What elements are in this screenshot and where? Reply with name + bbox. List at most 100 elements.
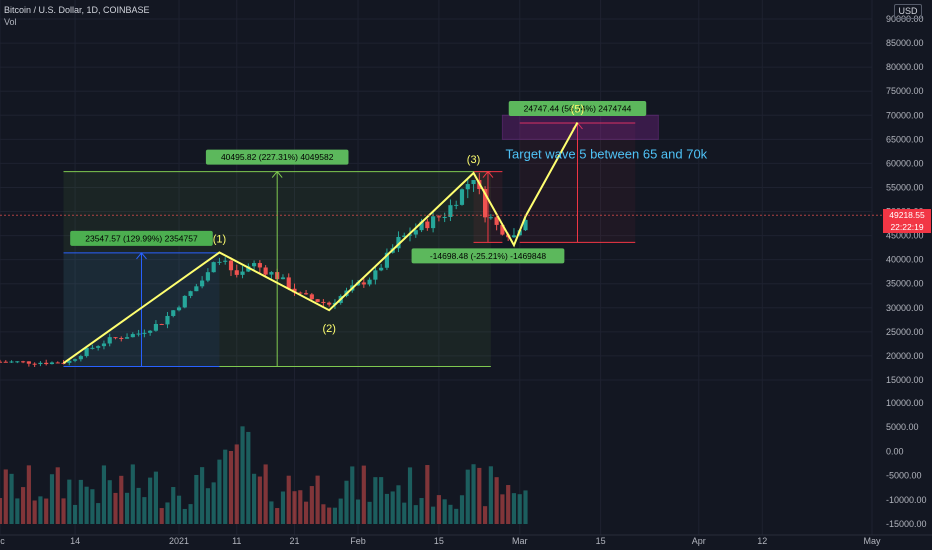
- volume-bar: [38, 496, 43, 524]
- volume-bar: [246, 431, 251, 524]
- candle-body: [367, 279, 372, 285]
- volume-bar: [338, 498, 343, 524]
- candle-body: [188, 291, 193, 296]
- volume-bar: [488, 466, 493, 524]
- volume-bar: [32, 500, 37, 524]
- volume-bar: [252, 473, 257, 524]
- candle-body: [379, 267, 384, 271]
- candle-body: [425, 221, 430, 229]
- candle-body: [49, 362, 55, 365]
- volume-bar: [67, 479, 72, 524]
- candle-body: [269, 272, 274, 275]
- volume-bar: [223, 449, 228, 524]
- candle-body: [44, 362, 49, 365]
- price-tick-label: 30000.00: [886, 303, 924, 313]
- drawings[interactable]: [0, 114, 882, 368]
- volume-bar: [142, 497, 147, 524]
- candle-body: [55, 362, 60, 364]
- candle-body: [119, 338, 124, 340]
- volume-bar: [205, 488, 210, 524]
- volume-bar: [286, 475, 291, 524]
- volume-bar: [327, 507, 332, 524]
- volume-bar: [107, 480, 112, 524]
- candle-body: [38, 362, 43, 365]
- volume-tick-label: 5000.00: [886, 422, 919, 432]
- volume-bar: [379, 477, 384, 524]
- time-tick-label: 14: [70, 536, 80, 546]
- volume-bar: [61, 498, 66, 524]
- volume-bar: [436, 495, 441, 524]
- currency-badge[interactable]: USD: [894, 4, 922, 19]
- candle-body: [72, 359, 78, 361]
- measure-label-box: [411, 248, 565, 264]
- price-tick-label: 65000.00: [886, 134, 924, 144]
- candle-body: [90, 347, 95, 349]
- candle-body: [142, 332, 147, 334]
- candle-body: [205, 272, 210, 281]
- price-tick-label: 90000.00: [886, 14, 924, 24]
- volume-bar: [78, 479, 83, 524]
- volume-bar: [477, 467, 482, 524]
- volume-bar: [148, 477, 153, 524]
- time-tick-label: 15: [434, 536, 444, 546]
- candle-body: [280, 277, 286, 280]
- price-tick-label: 15000.00: [886, 375, 924, 385]
- candle-body: [407, 234, 413, 236]
- symbol-title[interactable]: Bitcoin / U.S. Dollar, 1D, COINBASE: [4, 5, 150, 15]
- volume-bar: [49, 474, 55, 524]
- volume-bar: [280, 491, 286, 524]
- volume-bar: [303, 501, 309, 524]
- candle-body: [459, 189, 465, 205]
- volume-bar: [523, 490, 528, 524]
- candle-body: [234, 270, 239, 275]
- volume-bar: [0, 498, 3, 524]
- volume-bar: [101, 465, 107, 524]
- time-tick-label: Mar: [512, 536, 528, 546]
- volume-bar: [153, 471, 158, 524]
- volume-bar: [240, 426, 245, 524]
- last-price-tag: 49218.55 22:22:19: [883, 209, 931, 233]
- volume-bar: [448, 504, 453, 524]
- volume-tick-label: -15000.00: [886, 519, 927, 529]
- candle-body: [194, 286, 199, 292]
- last-price-value: 49218.55: [889, 210, 925, 220]
- price-tick-label: 45000.00: [886, 231, 924, 241]
- candle-body: [124, 337, 130, 339]
- candle-body: [107, 337, 112, 344]
- wave-label: (2): [322, 323, 335, 335]
- volume-bar: [373, 477, 378, 524]
- candle-body: [130, 334, 135, 338]
- volume-bar: [84, 486, 89, 524]
- price-tick-label: 60000.00: [886, 158, 924, 168]
- measure-arrowhead: [136, 252, 147, 260]
- volume-bar: [171, 487, 176, 524]
- time-tick-label: ec: [0, 536, 5, 546]
- measure-label-box: [70, 230, 213, 246]
- candle-body: [402, 235, 407, 237]
- volume-bar: [419, 498, 424, 524]
- measure-label-box: [508, 100, 647, 116]
- price-tick-label: 40000.00: [886, 255, 924, 265]
- volume-bar: [465, 469, 470, 524]
- candle-body: [182, 295, 187, 308]
- volume-bar: [361, 465, 366, 524]
- volume-bar: [471, 464, 476, 524]
- measure-label: 23547.57 (129.99%) 2354757: [85, 233, 198, 243]
- axes: 90000.00 85000.00 80000.00 75000.00 70000.00…: [0, 14, 927, 546]
- elliott-wave-line: [62, 122, 579, 364]
- volume-bar: [263, 464, 268, 524]
- price-tick-label: 35000.00: [886, 279, 924, 289]
- volume-legend[interactable]: Vol: [4, 17, 17, 27]
- candle-body: [373, 270, 378, 280]
- volume-bar: [511, 493, 517, 524]
- volume-bar: [321, 504, 326, 524]
- measure-label: -14698.48 (-25.21%) -1469848: [430, 251, 547, 261]
- price-tick-label: 75000.00: [886, 86, 924, 96]
- candle-body: [211, 262, 216, 273]
- candle-body: [61, 362, 66, 364]
- volume-bar: [425, 465, 430, 524]
- wave-label: (5): [571, 103, 584, 115]
- candle-body: [67, 360, 72, 363]
- candle-body: [78, 356, 83, 360]
